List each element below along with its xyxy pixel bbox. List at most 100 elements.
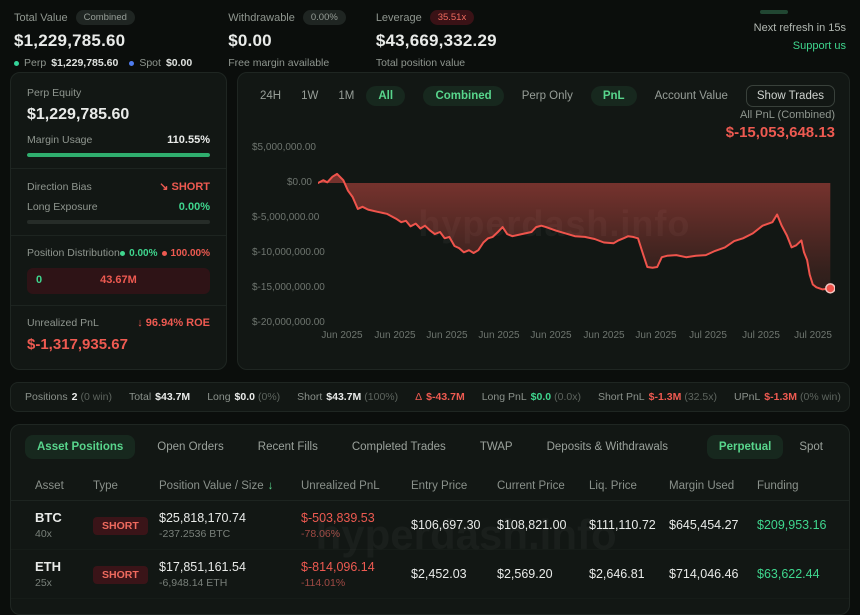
x-tick-label: Jun 2025 — [478, 330, 520, 341]
tab-twap[interactable]: TWAP — [468, 435, 525, 459]
view-account-value-button[interactable]: Account Value — [647, 86, 736, 106]
distribution-legend: 0.00% 100.00% — [120, 248, 210, 259]
x-tick-label: Jun 2025 — [530, 330, 572, 341]
position-row-eth[interactable]: ETH 25x SHORT $17,851,161.54 -6,948.14 ETH $-… — [11, 550, 849, 599]
liq-price-cell: $2,646.81 — [589, 567, 669, 581]
roe-value: ↓ 96.94% ROE — [137, 317, 210, 329]
summary-label: Short — [297, 391, 323, 403]
tab-recent-fills[interactable]: Recent Fills — [246, 435, 330, 459]
summary-value: $-43.7M — [426, 391, 465, 403]
y-tick-label: $0.00 — [286, 177, 312, 188]
short-badge: SHORT — [93, 565, 148, 584]
long-exposure-bar — [27, 220, 210, 224]
range-1w-button[interactable]: 1W — [293, 86, 326, 106]
position-row-btc[interactable]: BTC 40x SHORT $25,818,170.74 -237.2536 BTC $-… — [11, 501, 849, 550]
total-value-breakdown: Perp $1,229,785.60 Spot $0.00 — [14, 57, 198, 69]
pnl-line-chart[interactable] — [318, 143, 835, 327]
column-header-type[interactable]: Type — [93, 479, 118, 492]
unrealized-pnl-value: $-503,839.53 — [301, 510, 375, 525]
positions-table: Asset Type Position Value / Size ↓ Unrealize… — [11, 471, 849, 599]
position-distribution-bar: 0 43.67M — [27, 268, 210, 294]
total-value-label: Total Value — [14, 11, 68, 24]
column-header-margin-used[interactable]: Margin Used — [669, 479, 735, 492]
short-pct: 100.00% — [170, 247, 210, 259]
mode-combined-button[interactable]: Combined — [423, 86, 504, 106]
summary-value: $43.7M — [155, 391, 191, 403]
perp-equity-value: $1,229,785.60 — [27, 106, 130, 123]
asset-cell: BTC 40x — [35, 510, 93, 540]
pnl-summary-label: All PnL (Combined) — [740, 109, 835, 121]
withdrawable-sub: Free margin available — [228, 57, 330, 69]
summary-label: Positions — [25, 391, 68, 403]
unrealized-pnl-value: $-1,317,935.67 — [27, 336, 128, 353]
position-size: -237.2536 BTC — [159, 527, 231, 540]
column-header-position-value-size[interactable]: Position Value / Size ↓ — [159, 479, 274, 492]
entry-price-cell: $2,452.03 — [411, 567, 497, 581]
range-all-button[interactable]: All — [366, 86, 406, 106]
leverage-value: $43,669,332.29 — [375, 31, 497, 50]
position-value: $17,851,161.54 — [159, 559, 246, 574]
spot-value: $0.00 — [165, 57, 193, 69]
summary-label: Short PnL — [597, 391, 645, 403]
equity-panel: Perp Equity $1,229,785.60 Margin Usage 1… — [10, 72, 227, 370]
pnl-chart[interactable]: hyperdash.info $5,000,000.00$0.00$-5,000… — [252, 142, 835, 328]
column-header-asset[interactable]: Asset — [35, 479, 64, 492]
tab-completed-trades[interactable]: Completed Trades — [340, 435, 458, 459]
tab-open-orders[interactable]: Open Orders — [145, 435, 235, 459]
column-header-entry-price[interactable]: Entry Price — [411, 479, 468, 492]
view-pnl-button[interactable]: PnL — [590, 86, 637, 106]
x-tick-label: Jun 2025 — [321, 330, 363, 341]
tab-deposits-withdrawals[interactable]: Deposits & Withdrawals — [535, 435, 680, 459]
liq-value: $111,110.72 — [589, 518, 656, 532]
positions-tabs-row: Asset Positions Open Orders Recent Fills Co… — [11, 425, 849, 467]
trend-down-icon: ↘ — [159, 181, 169, 193]
positions-summary-bar: Positions 2 (0 win) Total $43.7M Long $0.0 (0%)… — [10, 382, 850, 412]
range-1m-button[interactable]: 1M — [330, 86, 362, 106]
direction-bias-section: Direction Bias ↘ SHORT Long Exposure 0.0… — [11, 168, 226, 235]
current-price-cell: $2,569.20 — [497, 567, 589, 581]
total-value-value: $1,229,785.60 — [14, 31, 126, 50]
summary-: Δ $-43.7M — [415, 391, 465, 403]
market-spot-button[interactable]: Spot — [787, 435, 835, 459]
column-header-unrealized-pnl[interactable]: Unrealized PnL — [301, 479, 380, 492]
funding-value: $209,953.16 — [757, 518, 827, 532]
summary-short: Short $43.7M (100%) — [297, 391, 398, 403]
pnl-chart-panel: 24H 1W 1M All Combined Perp Only PnL Account V… — [237, 72, 850, 370]
tab-asset-positions[interactable]: Asset Positions — [25, 435, 136, 459]
funding-cell: $63,622.44 — [757, 567, 825, 581]
unrealized-pnl-label: Unrealized PnL — [27, 317, 99, 329]
column-header-funding[interactable]: Funding — [757, 479, 799, 492]
x-tick-label: Jun 2025 — [426, 330, 468, 341]
show-trades-button[interactable]: Show Trades — [745, 85, 835, 107]
chart-toolbar: 24H 1W 1M All Combined Perp Only PnL Account V… — [252, 85, 835, 107]
unrealized-pnl-cell: $-814,096.14 -114.01% — [301, 560, 411, 589]
top-bar: Total Value Combined $1,229,785.60 Perp $1,2… — [0, 0, 860, 69]
sort-desc-icon: ↓ — [267, 479, 274, 492]
long-exposure-value: 0.00% — [178, 201, 210, 213]
summary-value: $43.7M — [326, 391, 362, 403]
pnl-area-fill — [318, 173, 831, 290]
pnl-line — [318, 172, 832, 291]
position-size: -6,948.14 ETH — [159, 576, 228, 589]
summary-extra: (0.0x) — [554, 391, 581, 403]
entry-price-cell: $106,697.30 — [411, 518, 497, 532]
stat-withdrawable: Withdrawable 0.00% $0.00 Free margin availa… — [228, 10, 346, 69]
leverage-top: Leverage 35.51x — [376, 10, 497, 25]
summary-short-pnl: Short PnL $-1.3M (32.5x) — [598, 391, 717, 403]
spot-label: Spot — [139, 57, 161, 69]
market-perpetual-button[interactable]: Perpetual — [706, 435, 784, 459]
support-us-link[interactable]: Support us — [792, 40, 846, 52]
mode-perp-only-button[interactable]: Perp Only — [514, 86, 581, 106]
column-header-liq-price[interactable]: Liq. Price — [589, 479, 637, 492]
perp-dot-icon — [14, 60, 19, 66]
x-tick-label: Jul 2025 — [689, 330, 727, 341]
summary-extra: (100%) — [364, 391, 399, 403]
unrealized-pnl-cell: $-503,839.53 -78.06% — [301, 511, 411, 540]
range-24h-button[interactable]: 24H — [252, 86, 289, 106]
summary-extra: (0% win) — [799, 391, 841, 403]
x-tick-label: Jun 2025 — [583, 330, 625, 341]
direction-bias-value: ↘ SHORT — [159, 181, 210, 193]
column-header-current-price[interactable]: Current Price — [497, 479, 565, 492]
pnl-summary-value: $-15,053,648.13 — [725, 124, 835, 141]
